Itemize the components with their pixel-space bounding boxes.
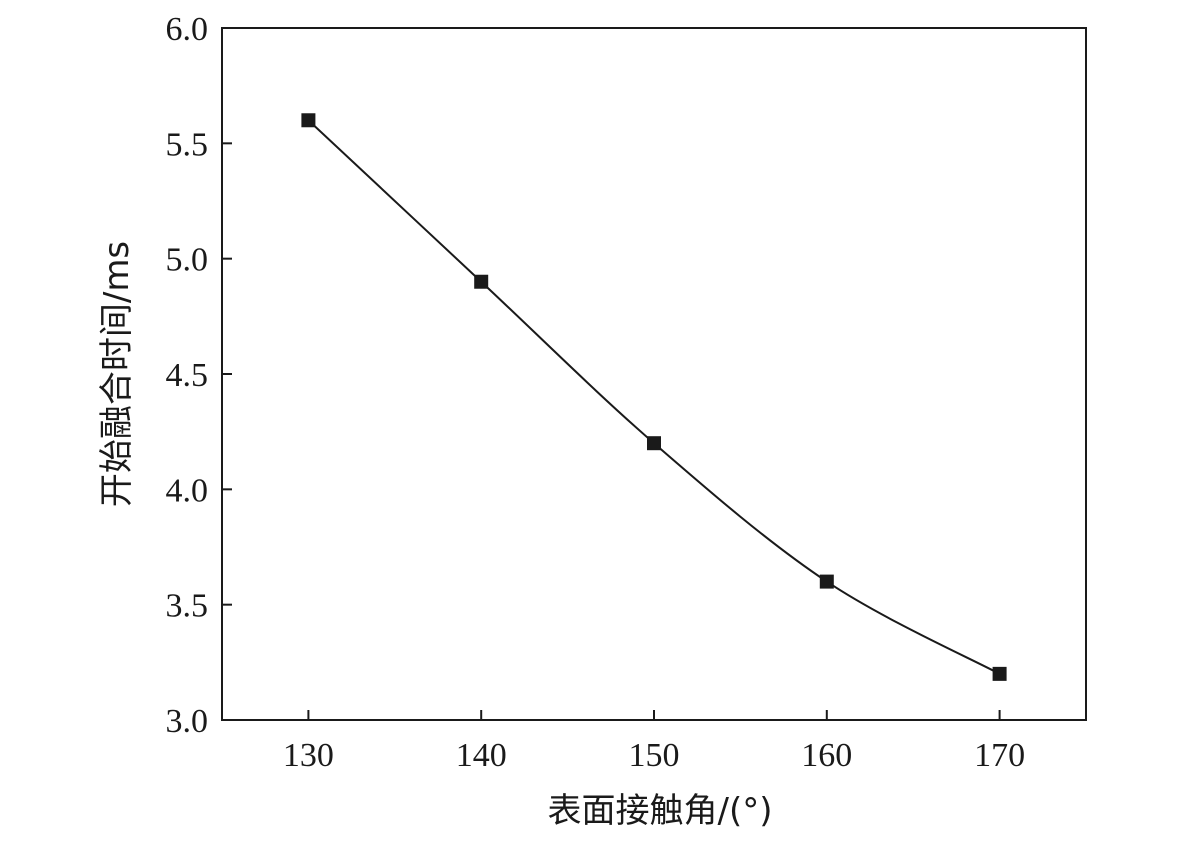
- x-axis: 130 140 150 160 170: [283, 710, 1025, 774]
- y-tick-label: 5.0: [166, 242, 209, 279]
- y-axis: 3.0 3.5 4.0 4.5 5.0 5.5 6.0: [166, 11, 232, 740]
- y-tick-label: 3.5: [166, 588, 209, 625]
- data-point: [647, 436, 661, 451]
- x-tick-label: 130: [283, 737, 334, 774]
- series-markers: [301, 113, 1007, 681]
- x-tick-label: 150: [629, 737, 680, 774]
- series-line: [307, 119, 1001, 675]
- data-point: [301, 113, 316, 128]
- x-tick-label: 160: [801, 737, 852, 774]
- y-tick-label: 3.0: [166, 703, 209, 740]
- x-tick-label: 140: [456, 737, 507, 774]
- y-tick-label: 5.5: [166, 126, 209, 163]
- data-point: [819, 574, 834, 589]
- data-point: [992, 666, 1007, 681]
- y-tick-label: 4.5: [166, 357, 209, 394]
- y-tick-label: 4.0: [166, 472, 209, 509]
- plot-frame: [221, 27, 1087, 721]
- x-tick-label: 170: [974, 737, 1025, 774]
- y-tick-label: 6.0: [166, 11, 209, 48]
- x-axis-title: 表面接触角/(°): [548, 791, 773, 831]
- data-point: [474, 274, 489, 289]
- y-axis-title: 开始融合时间/ms: [97, 241, 137, 507]
